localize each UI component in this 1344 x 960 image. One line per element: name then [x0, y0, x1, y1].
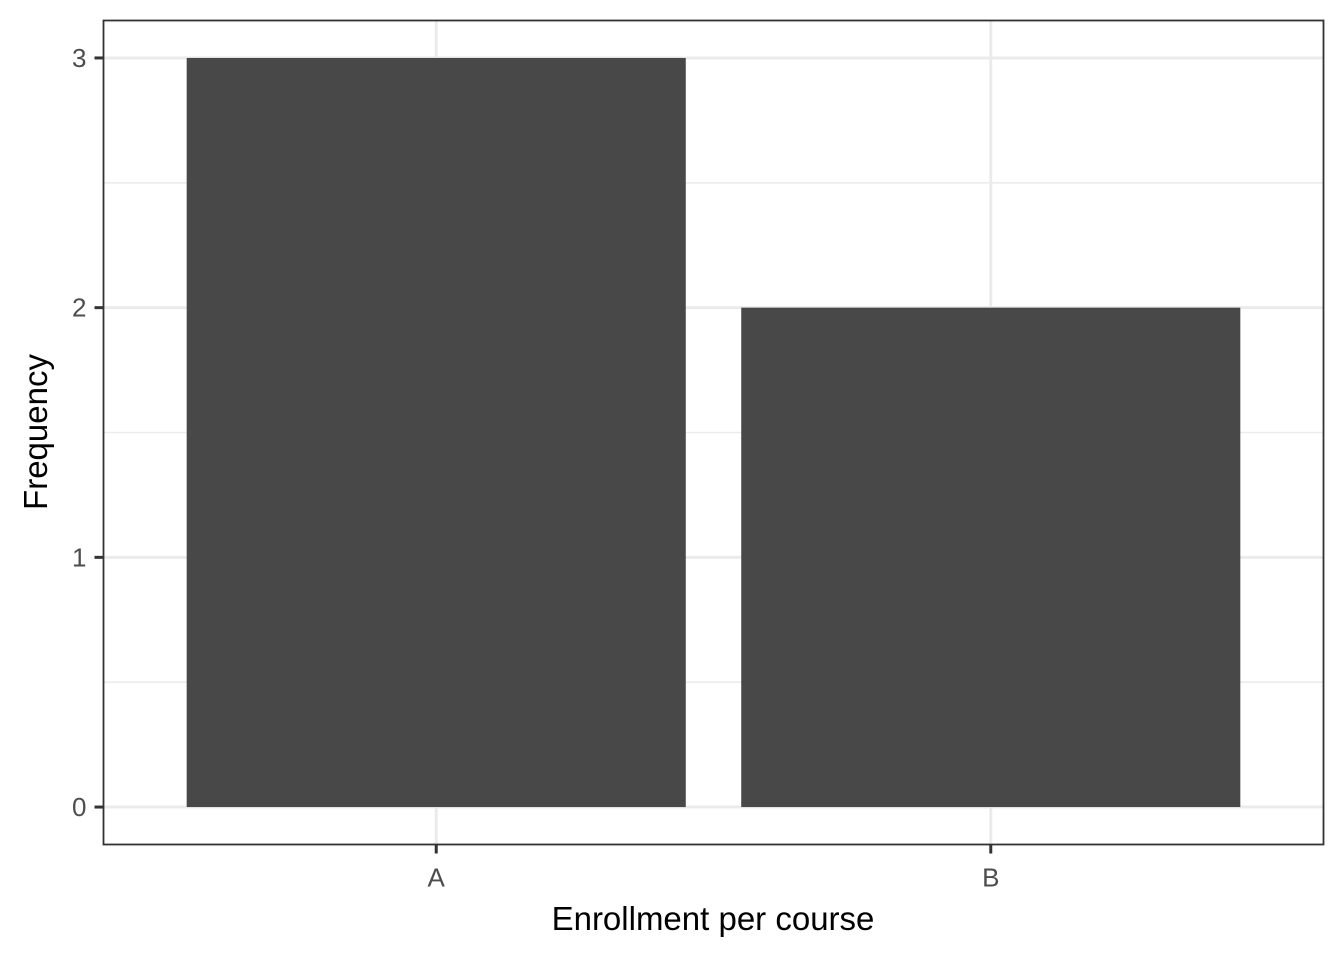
x-tick-label: A	[428, 863, 446, 893]
bars	[186, 57, 1241, 808]
x-axis-title: Enrollment per course	[552, 900, 875, 937]
panel-border	[102, 19, 1325, 846]
axis-ticks	[94, 56, 993, 854]
y-tick-label: 1	[72, 542, 86, 572]
y-tick-label: 3	[72, 43, 86, 73]
bar-A	[186, 57, 686, 808]
x-tick-label: B	[982, 863, 999, 893]
y-axis-title: Frequency	[17, 354, 54, 510]
tick-labels: 0 1 2 3 A B	[72, 43, 999, 893]
bar-B	[741, 307, 1241, 808]
y-tick-label: 2	[72, 293, 86, 323]
y-tick-label: 0	[72, 792, 86, 822]
